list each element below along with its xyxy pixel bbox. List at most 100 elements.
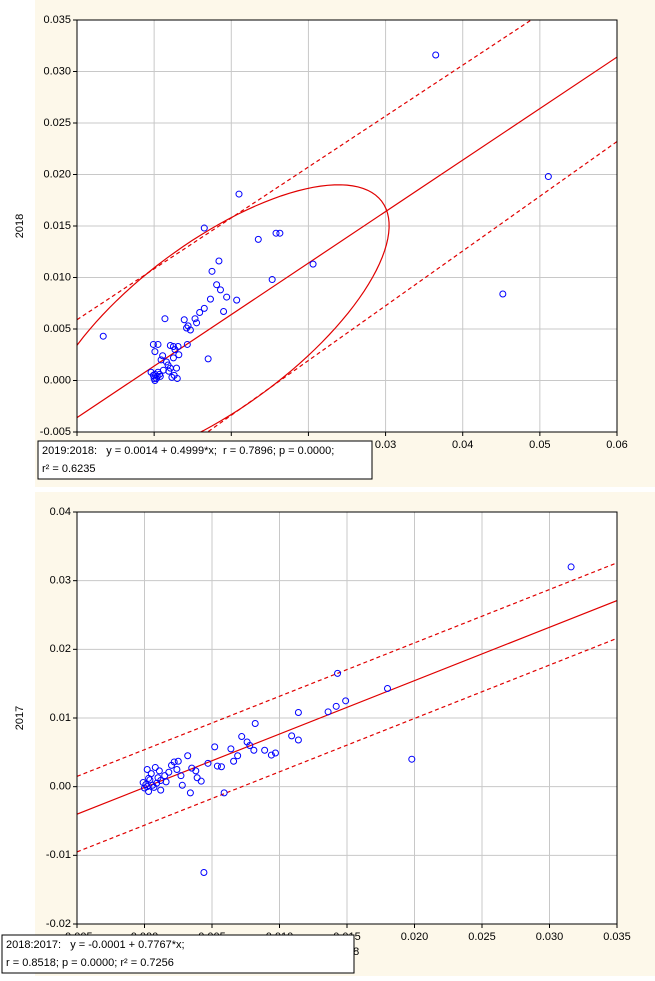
plot-layer bbox=[77, 562, 617, 876]
y-tick-label: 0.02 bbox=[50, 643, 71, 655]
y-tick-label: -0.01 bbox=[46, 849, 71, 861]
data-point bbox=[139, 779, 147, 787]
data-point bbox=[217, 763, 225, 771]
data-point bbox=[188, 764, 196, 772]
data-point bbox=[178, 781, 186, 789]
data-point bbox=[251, 719, 259, 727]
data-point bbox=[149, 340, 157, 348]
regression-line bbox=[77, 56, 617, 419]
y-tick-label: 0.015 bbox=[43, 220, 71, 232]
data-point bbox=[276, 229, 284, 237]
y-axis-title: 2018 bbox=[14, 214, 26, 238]
data-point bbox=[233, 296, 241, 304]
data-point bbox=[204, 759, 212, 767]
y-tick-label: 0.000 bbox=[43, 374, 71, 386]
data-point bbox=[196, 309, 204, 317]
prediction-ellipse bbox=[77, 184, 390, 432]
data-point bbox=[183, 340, 191, 348]
data-point bbox=[213, 762, 221, 770]
data-point bbox=[173, 364, 181, 372]
data-point bbox=[250, 746, 258, 754]
data-point bbox=[268, 276, 276, 284]
data-point bbox=[208, 267, 216, 275]
plot-layer bbox=[77, 20, 617, 432]
stats-text: r² = 0.6235 bbox=[42, 463, 96, 475]
x-tick-label: 0.06 bbox=[606, 439, 627, 451]
x-tick-label: 0.030 bbox=[536, 931, 564, 943]
data-point bbox=[151, 370, 159, 378]
data-point bbox=[254, 235, 262, 243]
data-point bbox=[309, 260, 317, 268]
data-point bbox=[184, 322, 192, 330]
data-point bbox=[197, 777, 205, 785]
data-point bbox=[211, 743, 219, 751]
data-point bbox=[173, 766, 181, 773]
data-point bbox=[169, 354, 177, 362]
data-point bbox=[243, 738, 251, 746]
data-point bbox=[145, 787, 153, 795]
data-point bbox=[154, 340, 162, 348]
y-tick-label: 0.005 bbox=[43, 323, 71, 335]
data-point bbox=[200, 304, 208, 312]
data-point bbox=[567, 563, 575, 571]
data-point bbox=[150, 783, 158, 791]
y-tick-label: 0.010 bbox=[43, 271, 71, 283]
data-point bbox=[332, 702, 340, 710]
data-point bbox=[227, 745, 235, 753]
data-point bbox=[288, 732, 296, 740]
data-point bbox=[143, 766, 151, 773]
data-point bbox=[159, 352, 167, 360]
data-point bbox=[213, 281, 221, 289]
y-tick-label: 0.01 bbox=[50, 712, 71, 724]
data-point bbox=[200, 224, 208, 232]
data-point bbox=[165, 367, 173, 375]
data-point bbox=[186, 326, 194, 334]
stats-box bbox=[1, 934, 355, 974]
data-point bbox=[146, 776, 154, 784]
data-point bbox=[145, 774, 153, 782]
data-point bbox=[220, 789, 228, 797]
data-point bbox=[220, 307, 228, 315]
data-point bbox=[166, 341, 174, 349]
y-tick-label: 0.04 bbox=[50, 506, 71, 518]
data-point bbox=[149, 371, 157, 379]
data-point bbox=[161, 772, 169, 780]
stats-text: 2019:2018: y = 0.0014 + 0.4999*x; r = 0.… bbox=[42, 445, 334, 457]
data-point bbox=[191, 315, 199, 323]
data-point bbox=[161, 315, 169, 323]
stats-box bbox=[37, 440, 373, 480]
data-point bbox=[184, 752, 192, 760]
data-point bbox=[200, 869, 208, 876]
data-point bbox=[151, 348, 159, 356]
data-point bbox=[324, 708, 332, 716]
y-axis-title: 2017 bbox=[14, 706, 26, 730]
confidence-line bbox=[77, 562, 617, 777]
x-tick-label: 0.035 bbox=[603, 931, 631, 943]
data-point bbox=[151, 763, 159, 771]
data-point bbox=[294, 736, 302, 744]
x-tick-label: 0.05 bbox=[529, 439, 550, 451]
x-tick-label: 0.025 bbox=[468, 931, 496, 943]
data-point bbox=[334, 669, 342, 677]
data-point bbox=[238, 733, 246, 741]
y-tick-label: 0.03 bbox=[50, 575, 71, 587]
data-point bbox=[230, 757, 238, 765]
confidence-line bbox=[206, 141, 617, 432]
data-point bbox=[168, 373, 176, 381]
y-tick-label: 0.00 bbox=[50, 781, 71, 793]
data-point bbox=[155, 767, 163, 775]
data-point bbox=[294, 709, 302, 717]
confidence-line bbox=[77, 637, 617, 853]
data-point bbox=[235, 190, 243, 198]
data-point bbox=[99, 332, 107, 340]
data-point bbox=[183, 324, 191, 332]
x-tick-label: 0.03 bbox=[375, 439, 396, 451]
stats-text: r = 0.8518; p = 0.0000; r² = 0.7256 bbox=[6, 957, 174, 969]
data-point bbox=[234, 752, 242, 760]
data-point bbox=[408, 755, 416, 763]
x-tick-label: 0.020 bbox=[401, 931, 429, 943]
data-point bbox=[223, 293, 231, 301]
data-point bbox=[342, 697, 350, 705]
plot-border bbox=[76, 19, 618, 433]
